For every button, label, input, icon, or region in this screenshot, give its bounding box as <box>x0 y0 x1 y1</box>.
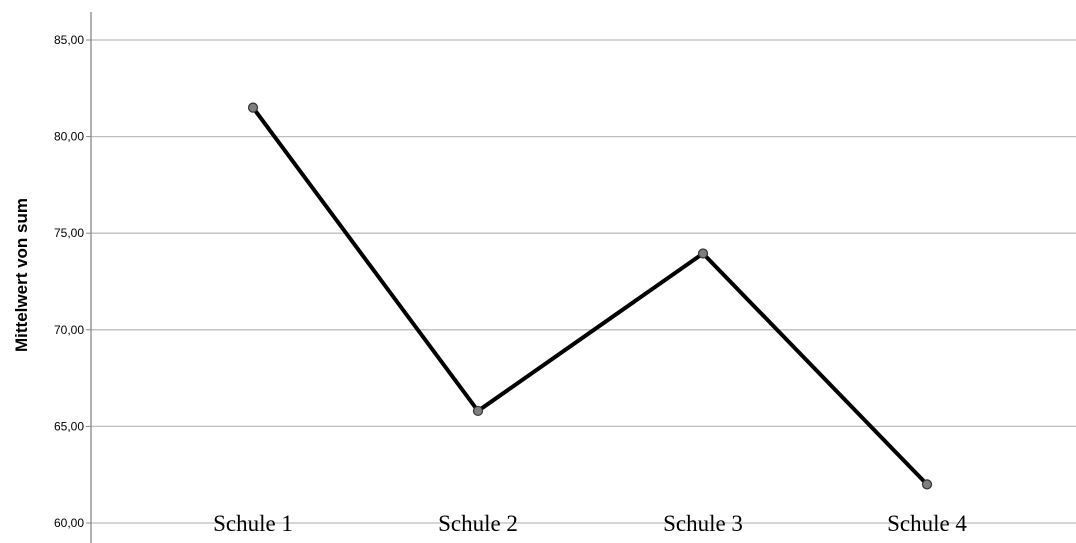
x-tick-label: Schule 1 <box>213 511 293 536</box>
y-tick-labels: 60,00 65,00 70,00 75,00 80,00 85,00 <box>54 33 84 530</box>
data-series <box>247 102 933 490</box>
y-tick-label: 75,00 <box>54 226 84 240</box>
y-tick-label: 80,00 <box>54 130 84 144</box>
data-point <box>247 102 259 113</box>
data-point <box>921 479 933 490</box>
x-tick-label: Schule 2 <box>438 511 518 536</box>
x-tick-label: Schule 4 <box>887 511 967 536</box>
data-point <box>472 405 484 417</box>
y-tick-label: 85,00 <box>54 33 84 47</box>
y-tick-label: 65,00 <box>54 419 84 433</box>
data-point <box>697 248 709 259</box>
x-tick-labels: Schule 1 Schule 2 Schule 3 Schule 4 <box>213 511 967 536</box>
y-tick-label: 70,00 <box>54 323 84 337</box>
y-axis-title: Mittelwert von sum <box>12 198 31 352</box>
y-tick-label: 60,00 <box>54 516 84 530</box>
gridlines <box>91 39 1076 524</box>
series-line <box>251 105 929 487</box>
x-tick-label: Schule 3 <box>663 511 743 536</box>
y-axis <box>86 12 92 543</box>
